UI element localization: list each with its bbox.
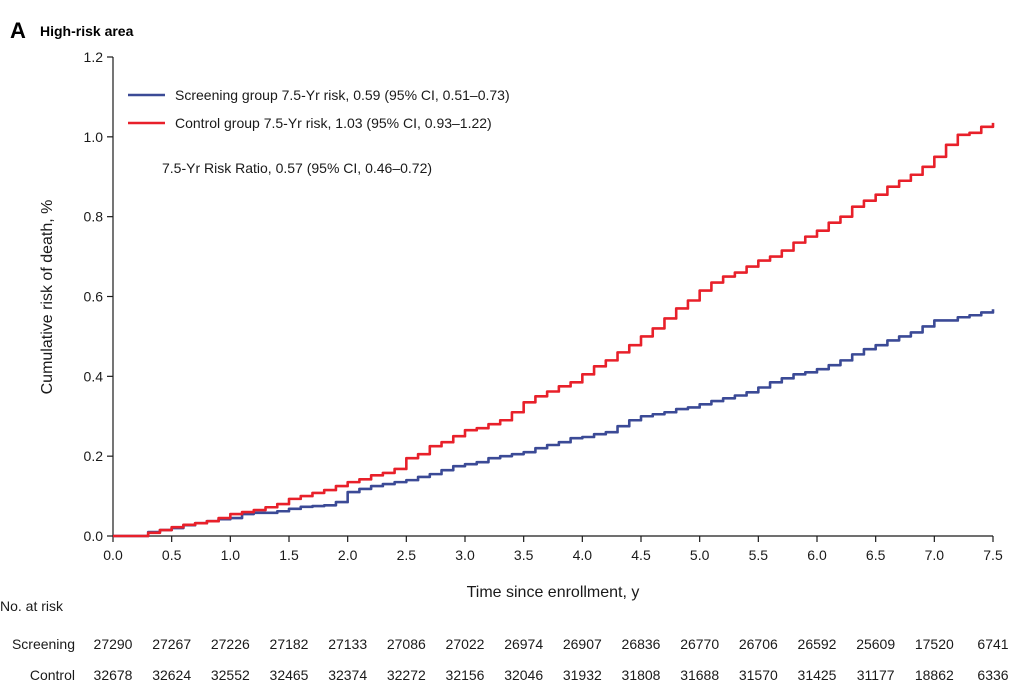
at-risk-cell-control: 32624 xyxy=(152,667,191,683)
at-risk-cell-control: 32678 xyxy=(94,667,133,683)
x-tick-label: 6.5 xyxy=(866,547,886,563)
x-axis-label: Time since enrollment, y xyxy=(467,584,640,601)
panel-letter: A xyxy=(10,18,26,43)
y-tick-label: 0.0 xyxy=(84,528,104,544)
y-tick-label: 0.6 xyxy=(84,289,104,305)
at-risk-cell-control: 32374 xyxy=(328,667,367,683)
y-axis-label: Cumulative risk of death, % xyxy=(39,200,56,395)
at-risk-cell-control: 31425 xyxy=(798,667,837,683)
x-tick-label: 2.0 xyxy=(338,547,358,563)
at-risk-cell-screening: 27290 xyxy=(94,636,133,652)
legend: Screening group 7.5-Yr risk, 0.59 (95% C… xyxy=(128,87,510,131)
x-tick-label: 4.0 xyxy=(573,547,593,563)
at-risk-cell-control: 31808 xyxy=(622,667,661,683)
series-line-control xyxy=(113,122,995,538)
at-risk-cell-screening: 26907 xyxy=(563,636,602,652)
at-risk-cell-screening: 6741 xyxy=(977,636,1008,652)
at-risk-cell-screening: 26974 xyxy=(504,636,543,652)
y-tick-label: 0.2 xyxy=(84,448,104,464)
legend-label-control: Control group 7.5-Yr risk, 1.03 (95% CI,… xyxy=(175,115,492,131)
y-tick-label: 1.2 xyxy=(84,49,104,65)
at-risk-cell-screening: 26770 xyxy=(680,636,719,652)
at-risk-cell-screening: 27022 xyxy=(446,636,485,652)
at-risk-cell-screening: 27267 xyxy=(152,636,191,652)
x-tick-label: 0.5 xyxy=(162,547,182,563)
at-risk-cell-screening: 27182 xyxy=(270,636,309,652)
at-risk-cell-control: 31177 xyxy=(857,667,895,683)
x-tick-label: 3.0 xyxy=(455,547,475,563)
chart-title: High-risk area xyxy=(40,23,134,39)
y-tick-label: 0.8 xyxy=(84,209,104,225)
at-risk-cell-control: 32156 xyxy=(446,667,485,683)
x-tick-label: 3.5 xyxy=(514,547,534,563)
x-tick-label: 1.5 xyxy=(279,547,299,563)
x-tick-label: 7.0 xyxy=(925,547,945,563)
at-risk-cell-screening: 27133 xyxy=(328,636,367,652)
at-risk-cell-control: 6336 xyxy=(977,667,1008,683)
y-tick-label: 0.4 xyxy=(84,368,104,384)
at-risk-cell-control: 32046 xyxy=(504,667,543,683)
at-risk-cell-control: 18862 xyxy=(915,667,954,683)
at-risk-title: No. at risk xyxy=(0,598,64,614)
at-risk-cell-screening: 26592 xyxy=(798,636,837,652)
at-risk-cell-control: 31570 xyxy=(739,667,778,683)
at-risk-cell-screening: 27226 xyxy=(211,636,250,652)
at-risk-cell-screening: 17520 xyxy=(915,636,954,652)
x-tick-label: 2.5 xyxy=(397,547,417,563)
x-tick-label: 1.0 xyxy=(221,547,241,563)
x-tick-label: 6.0 xyxy=(807,547,827,563)
at-risk-cell-screening: 26706 xyxy=(739,636,778,652)
x-axis-ticks: 0.0 0.5 1.0 1.5 2.0 2.5 3.0 3.5 4.0 4.5 5.0 5.5 6.0 6… xyxy=(103,536,1003,563)
at-risk-cell-screening: 25609 xyxy=(856,636,895,652)
at-risk-row-label-screening: Screening xyxy=(12,636,75,652)
x-tick-label: 4.5 xyxy=(631,547,651,563)
at-risk-cell-control: 32465 xyxy=(270,667,309,683)
risk-ratio-annotation: 7.5-Yr Risk Ratio, 0.57 (95% CI, 0.46–0.… xyxy=(162,160,432,176)
x-tick-label: 5.0 xyxy=(690,547,710,563)
legend-label-screening: Screening group 7.5-Yr risk, 0.59 (95% C… xyxy=(175,87,510,103)
at-risk-cell-control: 31932 xyxy=(563,667,602,683)
at-risk-cell-control: 32272 xyxy=(387,667,426,683)
at-risk-row-label-control: Control xyxy=(30,667,75,683)
at-risk-cell-control: 32552 xyxy=(211,667,250,683)
x-tick-label: 0.0 xyxy=(103,547,123,563)
y-axis-ticks: 0.0 0.2 0.4 0.6 0.8 1.0 1.2 xyxy=(84,49,113,544)
at-risk-cell-control: 31688 xyxy=(680,667,719,683)
x-tick-label: 7.5 xyxy=(983,547,1003,563)
at-risk-cell-screening: 26836 xyxy=(622,636,661,652)
series-line-screening xyxy=(113,309,995,538)
x-tick-label: 5.5 xyxy=(749,547,769,563)
series-lines xyxy=(113,122,995,538)
at-risk-values: 27290 27267 27226 27182 27133 27086 27022 26974… xyxy=(94,636,1009,683)
at-risk-cell-screening: 27086 xyxy=(387,636,426,652)
y-tick-label: 1.0 xyxy=(84,129,104,145)
